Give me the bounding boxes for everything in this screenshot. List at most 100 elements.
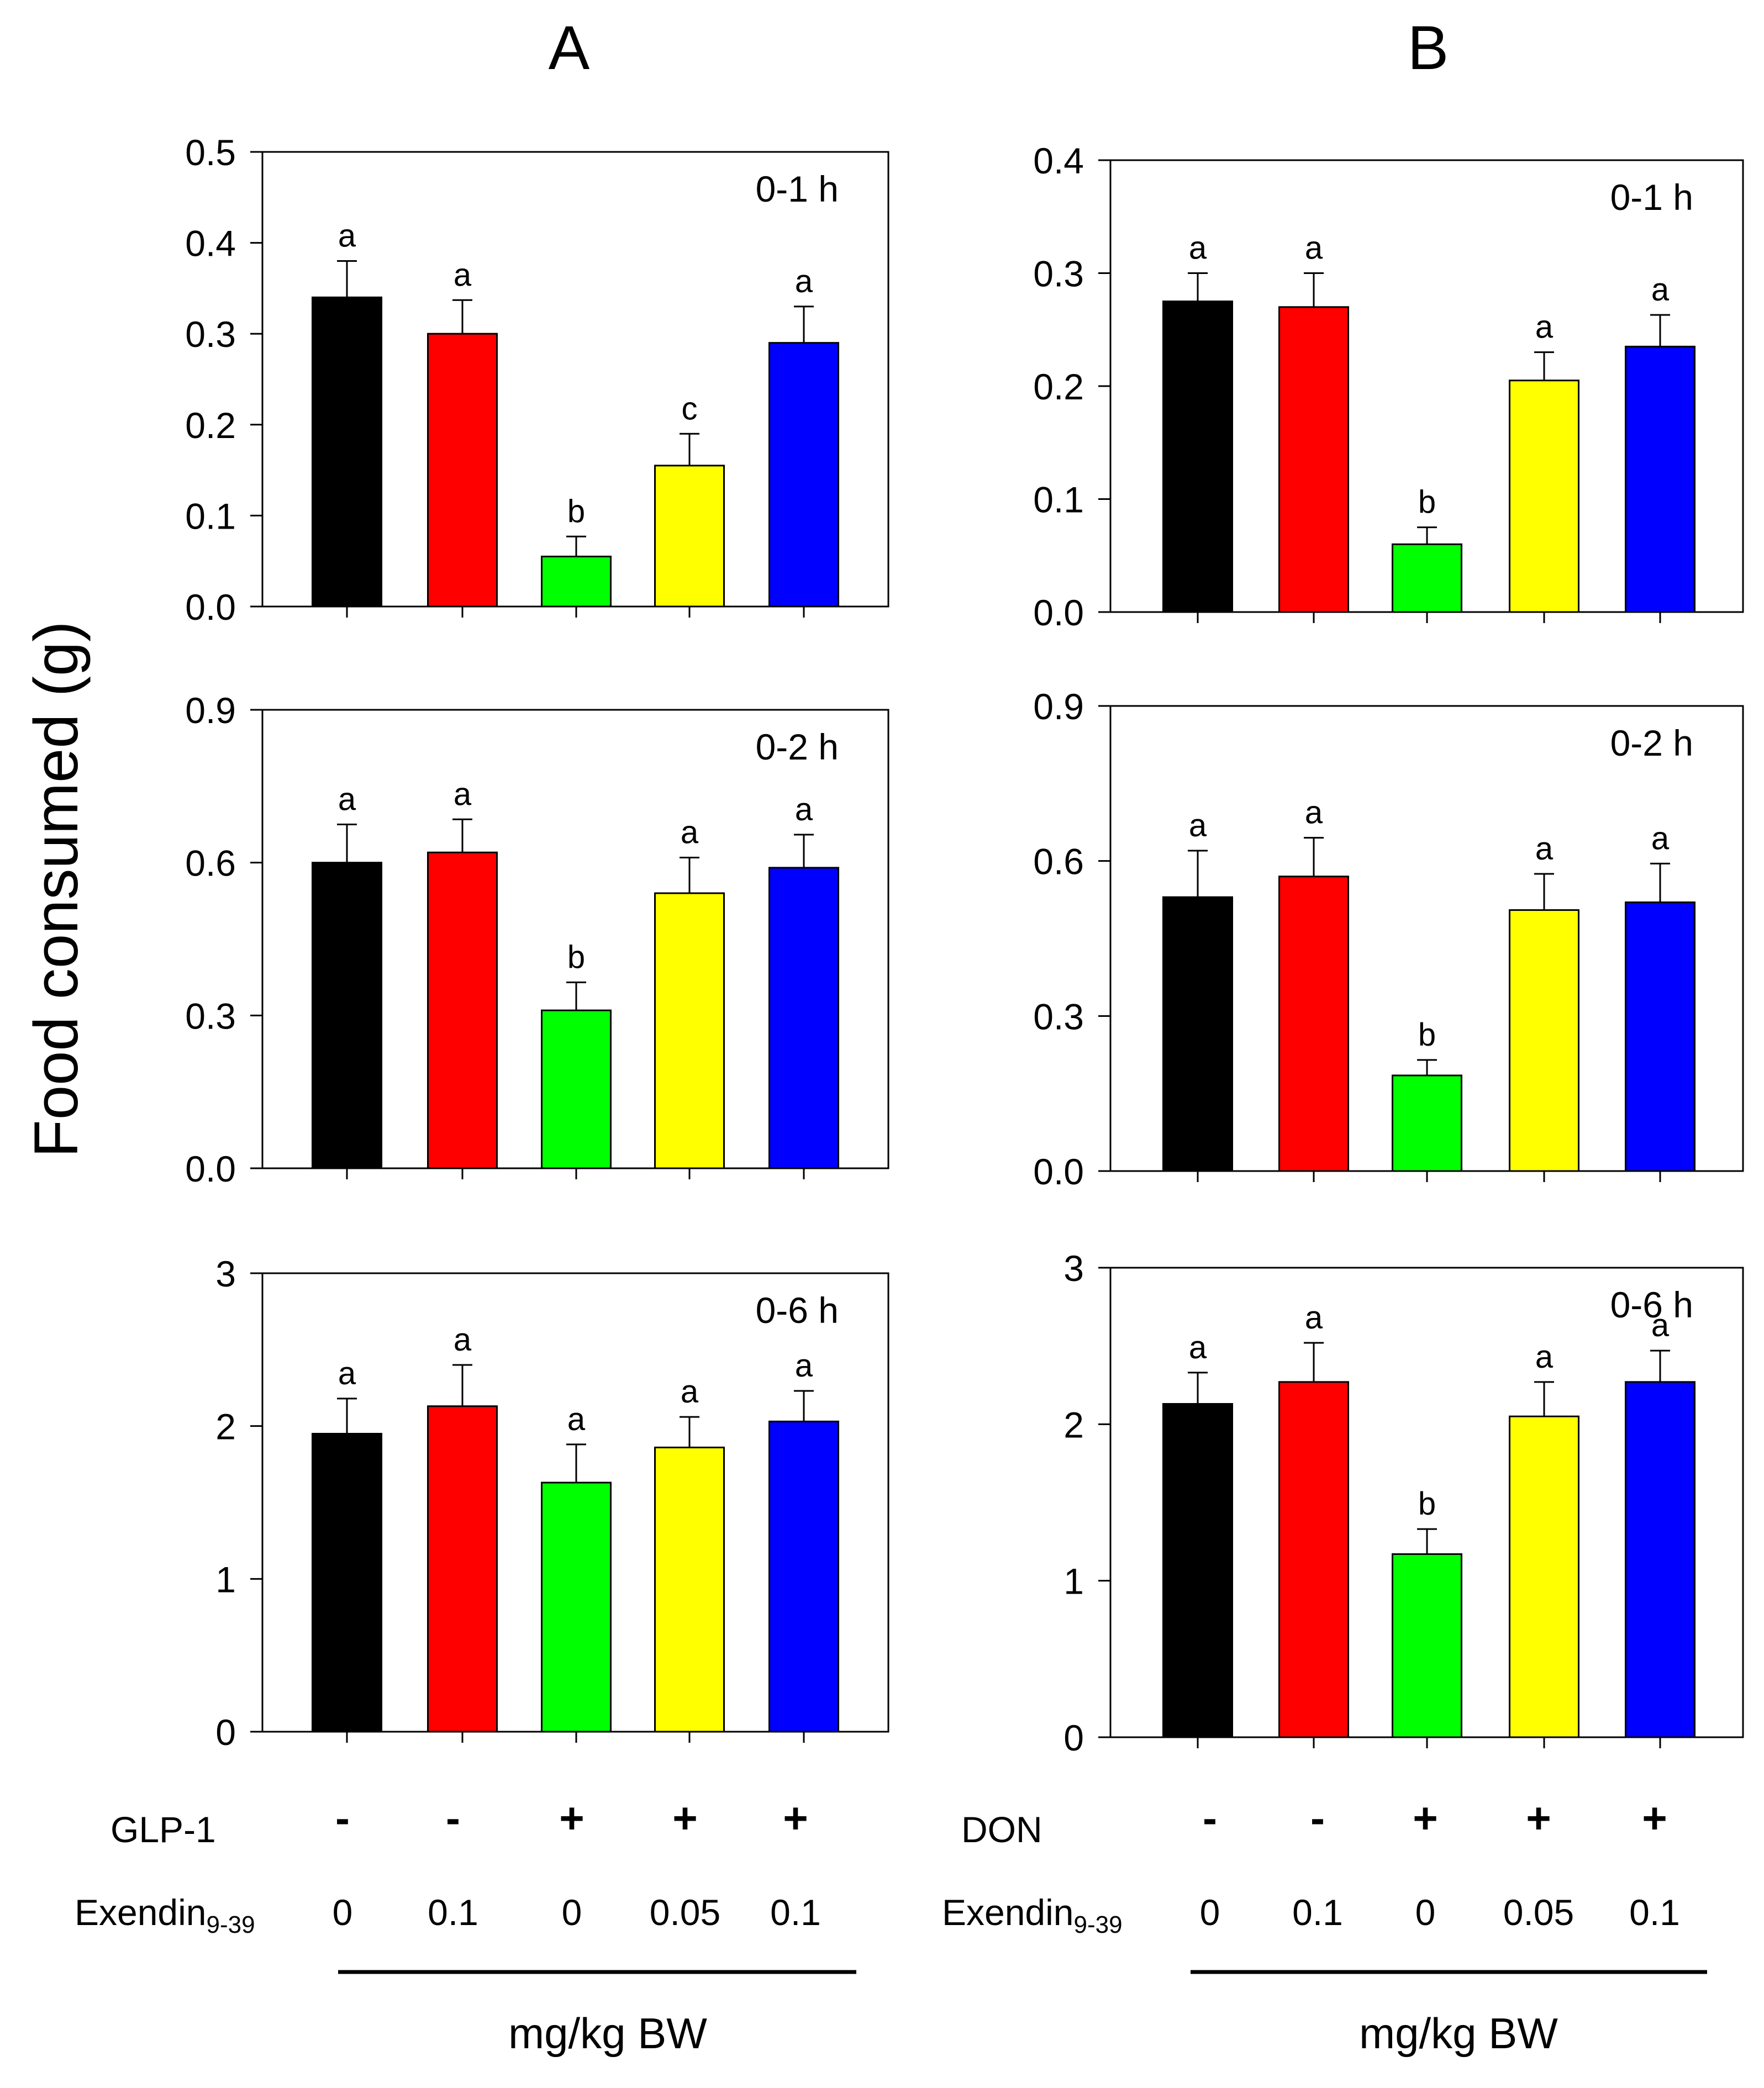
row2-value: 0.05 [650,1892,720,1933]
bar [427,333,498,608]
row1-value: + [1413,1794,1438,1842]
bar [654,465,725,608]
bar [427,1405,498,1733]
y-tick-label: 0 [1063,1717,1084,1758]
row1-value: + [1526,1794,1551,1842]
significance-letter: b [1418,1486,1436,1522]
chart-b-0-1h: 0.0 0.1 0.2 0.3 0.4 0-1 h a a b a a [1033,140,1744,633]
significance-letter: a [338,1356,356,1391]
bar [1162,896,1233,1172]
significance-letter: b [567,493,585,529]
y-tick-label: 0.5 [185,132,236,173]
y-tick-label: 0.0 [185,1148,236,1189]
significance-letter: a [681,1374,699,1410]
significance-letter: a [454,257,472,293]
unit-label: mg/kg BW [508,2009,707,2058]
row1-value: - [1310,1794,1325,1842]
row1-value: - [335,1794,350,1842]
significance-letter: b [1418,484,1436,520]
chart-a-0-1h: 0.0 0.1 0.2 0.3 0.4 0.5 0-1 h a a b c a [185,132,889,628]
tables-layer: GLP-1 - - + + + Exendin9-39 0 0.1 0 0.05 0.1 mg/kg B… [75,1794,1707,2058]
y-tick-label: 0.4 [1033,140,1084,181]
y-tick-label: 2 [1063,1404,1084,1445]
unit-label: mg/kg BW [1359,2009,1558,2058]
significance-letter: a [1189,230,1207,266]
chart-a-0-2h: 0.0 0.3 0.6 0.9 0-2 h a a b a a [185,690,889,1189]
row2-value: 0 [562,1892,582,1933]
y-tick-label: 3 [215,1253,236,1294]
row1-value: + [1642,1794,1667,1842]
panel-letter-a: A [549,13,590,82]
bar [427,851,498,1169]
significance-letter: a [338,218,356,254]
significance-letter: a [1651,272,1670,308]
row1-value: + [672,1794,698,1842]
row1-label: DON [961,1809,1042,1850]
bar [768,1420,839,1733]
y-tick-label: 3 [1063,1248,1084,1289]
y-tick-label: 0.2 [1033,366,1084,407]
bar [1278,306,1349,613]
period-label: 0-2 h [756,726,839,767]
row2-value: 0 [1200,1892,1220,1933]
y-tick-label: 0 [215,1712,236,1753]
bar [312,862,382,1169]
significance-letter: a [795,792,813,827]
period-label: 0-1 h [756,168,839,209]
treatment-table-b: DON - - + + + Exendin9-39 0 0.1 0 0.05 0.1 mg/kg BW [942,1794,1707,2058]
bar [1509,909,1579,1172]
chart-b-0-2h: 0.0 0.3 0.6 0.9 0-2 h a a b a a [1033,686,1744,1192]
y-tick-label: 0.0 [1033,592,1084,633]
y-tick-label: 0.4 [185,223,236,264]
significance-letter: a [454,1322,472,1358]
row2-value: 0 [1415,1892,1436,1933]
plots-layer: 0.0 0.1 0.2 0.3 0.4 0.5 0-1 h a a b c a 0.0 0.3 0.6 0.9… [185,132,1744,1758]
significance-letter: a [1305,230,1323,266]
y-tick-label: 0.3 [185,314,236,355]
bar [1278,1381,1349,1738]
significance-letter: a [1189,808,1207,843]
bar [768,867,839,1169]
row1-value: + [559,1794,585,1842]
bar [541,1009,612,1169]
bar [654,1446,725,1733]
significance-letter: a [681,814,699,850]
row2-value: 0.05 [1503,1892,1574,1933]
row2-label: Exendin9-39 [75,1892,255,1938]
significance-letter: c [682,391,698,426]
bar [1162,300,1233,613]
bar [541,1481,612,1733]
row1-value: + [783,1794,808,1842]
row1-value: - [446,1794,460,1842]
significance-letter: a [567,1401,586,1437]
bar [1625,345,1695,613]
bar [541,555,612,608]
period-label: 0-1 h [1610,177,1693,218]
significance-letter: a [1651,1307,1670,1343]
treatment-table-a: GLP-1 - - + + + Exendin9-39 0 0.1 0 0.05 0.1 mg/kg B… [75,1794,856,2058]
bar [1625,901,1695,1172]
row2-value: 0.1 [770,1892,821,1933]
significance-letter: a [1535,831,1554,867]
y-tick-label: 0.1 [1033,479,1084,520]
bar [654,892,725,1169]
row2-label: Exendin9-39 [942,1892,1123,1938]
y-tick-label: 0.2 [185,405,236,446]
significance-letter: b [567,939,585,975]
significance-letter: a [1305,1300,1323,1336]
y-tick-label: 0.6 [1033,841,1084,882]
bar [1625,1381,1695,1738]
row1-label: GLP-1 [110,1809,216,1850]
y-tick-label: 0.9 [185,690,236,731]
y-tick-label: 0.0 [1033,1151,1084,1192]
y-tick-label: 1 [1063,1561,1084,1602]
significance-letter: a [1305,795,1323,831]
row2-value: 0.1 [1292,1892,1343,1933]
y-tick-label: 0.6 [185,843,236,884]
period-label: 0-6 h [756,1290,839,1331]
row2-value: 0 [333,1892,353,1933]
period-label: 0-2 h [1610,723,1693,763]
bar [312,296,382,608]
significance-letter: a [1535,1339,1554,1375]
